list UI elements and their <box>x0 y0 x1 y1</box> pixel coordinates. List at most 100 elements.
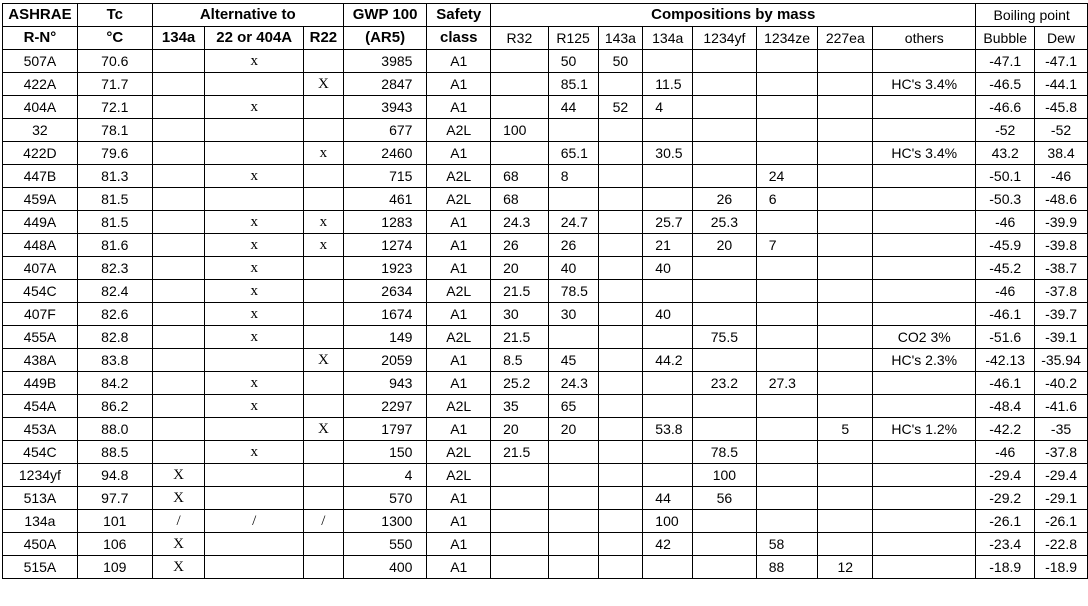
table-row: 454A 86.2 x 2297 A2L 35 65 -48.4 -41.6 <box>2 394 1088 418</box>
comp-134a-cell <box>642 279 694 303</box>
table-row: 453A 88.0 X 1797 A1 20 20 53.8 5 HC's 1.2% -42.2 -3… <box>2 417 1088 441</box>
alt-134a-cell <box>151 210 206 234</box>
comp-others-cell <box>872 118 977 142</box>
comp-227ea-header: 227ea <box>817 26 874 50</box>
comp-1234ze-cell <box>755 348 819 372</box>
safety-class-cell: A2L <box>426 118 492 142</box>
comp-r125-cell <box>547 486 599 510</box>
comp-1234ze-cell: 6 <box>755 187 819 211</box>
bubble-cell: -29.2 <box>975 486 1036 510</box>
alt-134a-cell <box>151 164 206 188</box>
col-ar5-header: (AR5) <box>342 26 428 50</box>
comp-others-header: others <box>872 26 977 50</box>
comp-r125-header: R125 <box>547 26 599 50</box>
table-row: 1234yf 94.8 X 4 A2L 100 -29.4 -29.4 <box>2 463 1088 487</box>
alt-134a-cell <box>151 348 206 372</box>
comp-1234ze-cell <box>755 325 819 349</box>
dew-cell: -35.94 <box>1034 348 1088 372</box>
alt-22-404a-cell: / <box>204 509 304 533</box>
bubble-cell: -42.13 <box>975 348 1036 372</box>
bubble-cell: -29.4 <box>975 463 1036 487</box>
comp-others-cell: HC's 2.3% <box>872 348 977 372</box>
alt-134a-cell: X <box>151 486 206 510</box>
alt-r22-cell <box>302 302 344 326</box>
gwp-cell: 550 <box>342 532 428 556</box>
comp-227ea-cell <box>817 72 874 96</box>
comp-134a-cell: 30.5 <box>642 141 694 165</box>
comp-1234yf-cell <box>692 118 757 142</box>
comp-143a-cell <box>597 532 644 556</box>
alt-22-404a-cell <box>204 417 304 441</box>
comp-143a-cell <box>597 509 644 533</box>
bubble-cell: -45.9 <box>975 233 1036 257</box>
refrigerant-table: ASHRAE Tc Alternative to GWP 100 Safety … <box>2 3 1088 579</box>
safety-class-cell: A2L <box>426 394 492 418</box>
safety-class-cell: A1 <box>426 302 492 326</box>
comp-227ea-cell <box>817 256 874 280</box>
table-row: 422A 71.7 X 2847 A1 85.1 11.5 HC's 3.4% -46.5 -44… <box>2 72 1088 96</box>
dew-cell: -37.8 <box>1034 279 1088 303</box>
comp-134a-cell: 100 <box>642 509 694 533</box>
bubble-cell: -46 <box>975 440 1036 464</box>
alt-22-404a-cell: x <box>204 279 304 303</box>
bubble-cell: -50.1 <box>975 164 1036 188</box>
comp-1234yf-header: 1234yf <box>692 26 757 50</box>
col-class-header: class <box>426 26 492 50</box>
comp-others-cell <box>872 486 977 510</box>
comp-r32-cell <box>490 463 549 487</box>
comp-143a-cell <box>597 325 644 349</box>
ashrae-number-cell: 454A <box>2 394 78 418</box>
tc-cell: 84.2 <box>76 371 153 395</box>
safety-class-cell: A1 <box>426 95 492 119</box>
table-row: 447B 81.3 x 715 A2L 68 8 24 -50.1 -46 <box>2 164 1088 188</box>
col-tc-header: Tc <box>76 3 153 27</box>
comp-r125-cell: 8 <box>547 164 599 188</box>
comp-1234yf-cell: 100 <box>692 463 757 487</box>
comp-others-cell <box>872 371 977 395</box>
alt-r22-cell <box>302 95 344 119</box>
table-row: 422D 79.6 x 2460 A1 65.1 30.5 HC's 3.4% 43.2 38.4 <box>2 141 1088 165</box>
table-row: 438A 83.8 X 2059 A1 8.5 45 44.2 HC's 2.3% -42.13-… <box>2 348 1088 372</box>
col-gwp-header: GWP 100 <box>342 3 428 27</box>
tc-cell: 83.8 <box>76 348 153 372</box>
comp-others-cell <box>872 440 977 464</box>
ashrae-number-cell: 507A <box>2 49 78 73</box>
alt-134a-cell <box>151 256 206 280</box>
safety-class-cell: A1 <box>426 371 492 395</box>
comp-143a-cell <box>597 394 644 418</box>
bubble-cell: -50.3 <box>975 187 1036 211</box>
comp-227ea-cell <box>817 463 874 487</box>
comp-134a-cell <box>642 440 694 464</box>
comp-1234ze-cell <box>755 49 819 73</box>
gwp-cell: 1274 <box>342 233 428 257</box>
gwp-cell: 570 <box>342 486 428 510</box>
dew-cell: -46 <box>1034 164 1088 188</box>
alt-134a-cell <box>151 72 206 96</box>
comp-143a-cell <box>597 440 644 464</box>
safety-class-cell: A2L <box>426 325 492 349</box>
alt-22-404a-cell <box>204 532 304 556</box>
tc-cell: 86.2 <box>76 394 153 418</box>
boiling-point-header: Boiling point <box>975 3 1088 27</box>
comp-r32-cell: 20 <box>490 417 549 441</box>
comp-134a-cell <box>642 555 694 579</box>
comp-r125-cell: 30 <box>547 302 599 326</box>
alt-r22-cell: X <box>302 348 344 372</box>
comp-r32-cell: 35 <box>490 394 549 418</box>
ashrae-number-cell: 447B <box>2 164 78 188</box>
dew-cell: -48.6 <box>1034 187 1088 211</box>
comp-143a-cell: 50 <box>597 49 644 73</box>
alt-r22-cell <box>302 440 344 464</box>
ashrae-number-cell: 454C <box>2 279 78 303</box>
table-row: 449B 84.2 x 943 A1 25.2 24.3 23.2 27.3 -46.1 -40.2 <box>2 371 1088 395</box>
comp-143a-cell <box>597 164 644 188</box>
tc-cell: 71.7 <box>76 72 153 96</box>
gwp-cell: 1300 <box>342 509 428 533</box>
ashrae-number-cell: 513A <box>2 486 78 510</box>
comp-134a-cell <box>642 394 694 418</box>
dew-cell: -26.1 <box>1034 509 1088 533</box>
safety-class-cell: A1 <box>426 72 492 96</box>
table-row: 407A 82.3 x 1923 A1 20 40 40 -45.2 -38.7 <box>2 256 1088 280</box>
table-row: 32 78.1 677 A2L 100 -52 -52 <box>2 118 1088 142</box>
comp-r32-cell: 21.5 <box>490 440 549 464</box>
